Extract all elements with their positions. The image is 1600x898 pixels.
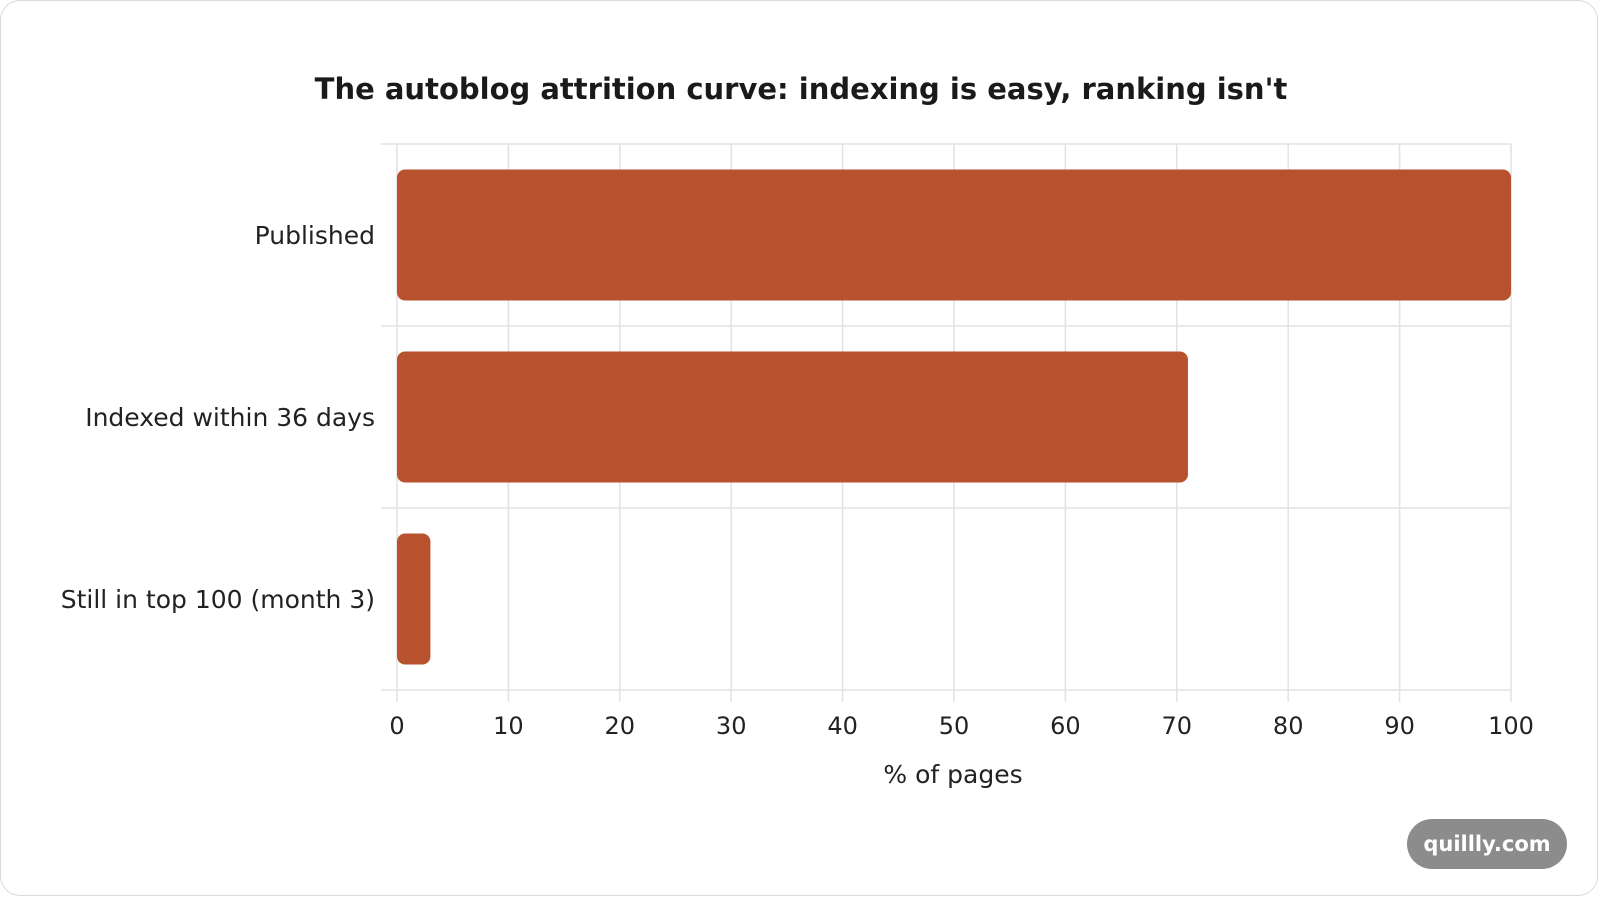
bars: [397, 169, 1511, 665]
x-tick-label: 90: [1384, 712, 1415, 740]
watermark-badge: quillly.com: [1407, 819, 1567, 869]
chart-title: The autoblog attrition curve: indexing i…: [315, 72, 1288, 106]
x-tick-label: 40: [827, 712, 858, 740]
category-label: Indexed within 36 days: [85, 403, 375, 432]
x-tick-label: 60: [1050, 712, 1081, 740]
bar: [397, 169, 1511, 301]
x-tick-label: 0: [389, 712, 404, 740]
x-tick-label: 30: [716, 712, 747, 740]
x-tick-label: 70: [1162, 712, 1193, 740]
x-tick-label: 100: [1488, 712, 1534, 740]
bar: [397, 533, 431, 665]
bar: [397, 351, 1188, 483]
x-tick-label: 20: [605, 712, 636, 740]
x-tick-label: 10: [493, 712, 524, 740]
x-axis-title: % of pages: [883, 760, 1022, 789]
x-tick-label: 50: [939, 712, 970, 740]
x-tick-label: 80: [1273, 712, 1304, 740]
category-label: Still in top 100 (month 3): [61, 585, 375, 614]
x-axis-ticks: 0 10 20 30 40 50 60 70 80 90 100: [389, 712, 1534, 740]
category-labels: Published Indexed within 36 days Still in …: [61, 221, 375, 614]
category-label: Published: [255, 221, 375, 250]
